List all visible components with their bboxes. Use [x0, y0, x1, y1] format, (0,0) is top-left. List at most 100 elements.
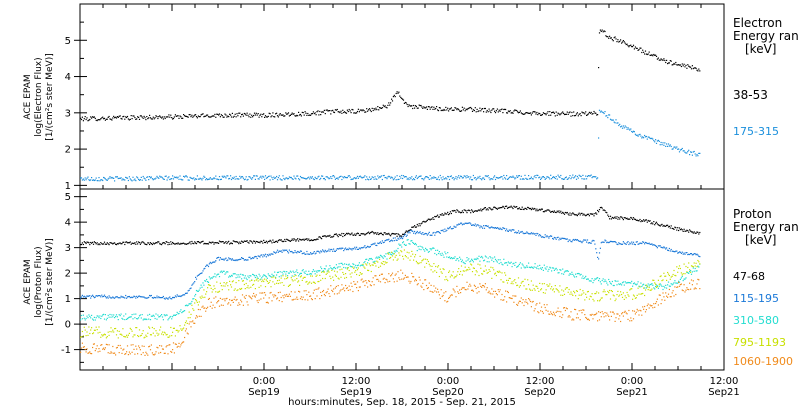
electron-point — [504, 108, 506, 110]
proton-point — [196, 316, 198, 318]
electron-point — [655, 55, 658, 57]
proton-point — [411, 272, 413, 274]
proton-point — [203, 284, 205, 286]
proton-point — [604, 239, 606, 241]
proton-point — [446, 301, 448, 303]
proton-point — [377, 242, 379, 244]
electron-point — [236, 178, 238, 180]
electron-point — [680, 148, 682, 151]
proton-point — [234, 241, 236, 243]
proton-point — [267, 273, 269, 275]
proton-point — [379, 232, 382, 234]
proton-point — [147, 314, 149, 316]
electron-point — [163, 116, 165, 118]
proton-point — [506, 230, 509, 232]
proton-point — [463, 262, 465, 264]
electron-point — [609, 114, 611, 116]
proton-point — [554, 268, 556, 270]
proton-point — [446, 229, 448, 231]
proton-point — [351, 249, 353, 251]
proton-point — [570, 214, 572, 216]
electron-point — [683, 63, 685, 65]
electron-point — [177, 115, 179, 117]
proton-point — [691, 265, 693, 267]
electron-point — [180, 116, 182, 118]
proton-point — [198, 274, 200, 276]
electron-point — [241, 176, 244, 178]
proton-point — [323, 271, 325, 273]
proton-point — [174, 335, 176, 337]
proton-point — [86, 295, 88, 297]
proton-point — [144, 354, 146, 356]
proton-point — [81, 318, 83, 320]
proton-point — [227, 303, 229, 305]
electron-point — [327, 177, 329, 179]
proton-point — [158, 241, 160, 243]
proton-point — [327, 270, 329, 272]
proton-point — [114, 328, 116, 330]
proton-point — [221, 258, 223, 260]
electron-point — [399, 95, 401, 97]
proton-point — [161, 331, 164, 333]
proton-point — [685, 265, 687, 268]
electron-point — [126, 177, 128, 179]
proton-point — [642, 306, 644, 308]
proton-point — [226, 242, 228, 245]
electron-point — [190, 116, 192, 118]
proton-point — [483, 225, 485, 227]
electron-point — [660, 58, 662, 60]
electron-point — [500, 109, 502, 111]
proton-point — [417, 246, 419, 248]
electron-point — [560, 113, 562, 115]
proton-point — [676, 229, 678, 231]
electron-point — [358, 176, 360, 178]
proton-point — [499, 227, 501, 229]
proton-point — [209, 278, 211, 280]
proton-point — [211, 241, 213, 243]
proton-point — [620, 216, 622, 218]
electron-point — [492, 108, 494, 110]
electron-point — [332, 109, 334, 111]
electron-point — [522, 178, 524, 180]
proton-point — [608, 292, 610, 294]
proton-point — [489, 207, 491, 209]
electron-point — [606, 115, 608, 117]
proton-point — [495, 274, 497, 277]
proton-point — [100, 344, 102, 346]
proton-point — [241, 278, 243, 280]
proton-point — [101, 315, 103, 317]
proton-point — [492, 227, 494, 229]
proton-point — [529, 300, 532, 303]
proton-point — [264, 241, 267, 244]
proton-point — [249, 296, 251, 298]
proton-point — [217, 291, 219, 293]
electron-point — [290, 176, 292, 179]
electron-point — [598, 67, 600, 69]
proton-point — [555, 238, 557, 240]
proton-point — [379, 256, 381, 258]
electron-point — [442, 176, 444, 178]
electron-point — [460, 110, 462, 112]
electron-point — [608, 114, 610, 116]
proton-point — [278, 300, 280, 302]
proton-point — [445, 253, 447, 255]
proton-point — [385, 233, 387, 235]
proton-point — [121, 317, 123, 319]
electron-point — [333, 111, 335, 113]
proton-point — [187, 290, 189, 292]
proton-point — [333, 288, 335, 290]
proton-point — [456, 258, 458, 260]
proton-point — [194, 281, 196, 283]
proton-point — [403, 249, 405, 251]
proton-point — [137, 318, 139, 320]
proton-point — [526, 208, 528, 210]
proton-point — [539, 282, 541, 284]
proton-point — [274, 271, 276, 273]
proton-point — [575, 214, 578, 216]
proton-point — [580, 309, 582, 311]
proton-point — [266, 280, 268, 282]
proton-point — [143, 242, 145, 244]
proton-point — [91, 314, 93, 316]
proton-point — [637, 281, 639, 283]
electron-point — [158, 116, 160, 118]
